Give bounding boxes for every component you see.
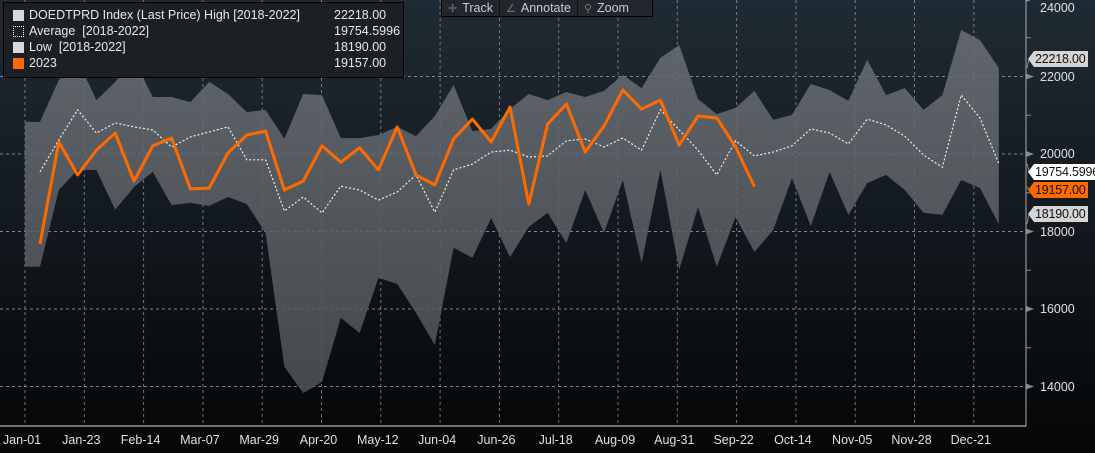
x-tick-label: Feb-14 [120,433,161,447]
high-value-badge: 22218.00 [1028,51,1088,67]
magnifier-icon: ⚲ [583,2,592,15]
legend-swatch [13,41,24,53]
legend-value-average: 19754.5996 [334,24,401,38]
legend-item-high[interactable]: DOEDTPRD Index (Last Price) High [2018-2… [13,7,300,23]
x-tick-label: Jan-01 [2,433,42,447]
legend-swatch [13,57,24,69]
chart-toolbar: ✛ Track ∠ Annotate ⚲ Zoom [441,0,653,17]
y-tick-label: 16000 [1040,302,1075,316]
low-value-badge: 18190.00 [1028,206,1088,222]
y-tick-mark [1026,306,1034,312]
x-tick-label: Jan-23 [62,433,101,447]
track-button[interactable]: ✛ Track [442,0,501,16]
x-tick-label: Aug-09 [594,433,636,447]
annotate-button[interactable]: ∠ Annotate [500,0,578,16]
y-tick-label: 20000 [1040,147,1075,161]
legend-item-average[interactable]: Average [2018-2022] [13,23,149,39]
y-tick-label: 18000 [1040,224,1075,239]
series-2023-line [38,88,756,245]
y-tick-label: 14000 [1040,379,1075,394]
y-tick-mark [1026,73,1034,80]
x-tick-label: Jun-26 [477,433,516,447]
x-tick-label: May-12 [356,433,399,447]
x-tick-label: Sep-22 [713,433,754,447]
pencil-icon: ∠ [506,2,516,15]
x-tick-label: Jun-04 [417,433,457,447]
zoom-button[interactable]: ⚲ Zoom [583,1,629,15]
x-tick-label: Nov-05 [832,433,873,447]
x-tick-label: Jul-18 [538,433,573,447]
legend-item-2023[interactable]: 2023 [13,55,57,71]
x-tick-label: Apr-20 [299,433,338,447]
legend-swatch [13,9,24,21]
y-tick-mark [1026,151,1034,157]
chart-legend: DOEDTPRD Index (Last Price) High [2018-2… [3,2,404,78]
legend-value-2023: 19157.00 [334,56,387,70]
crosshair-icon: ✛ [448,2,458,15]
x-tick-label: Mar-29 [239,433,279,447]
x-tick-label: Oct-14 [774,433,812,447]
legend-swatch [13,25,24,37]
y-tick-label: 24000 [1040,1,1075,15]
legend-item-low[interactable]: Low [2018-2022] [13,39,126,55]
y-tick-mark [1026,0,1032,2]
x-tick-label: Mar-07 [180,433,220,447]
current-value-badge: 19157.00 [1028,182,1088,198]
high-low-band [25,30,999,394]
average-value-badge: 19754.5996 [1027,164,1095,180]
y-tick-mark [1026,383,1034,390]
legend-value-high: 22218.00 [334,8,387,22]
x-tick-label: Dec-21 [950,433,991,447]
legend-value-low: 18190.00 [334,40,387,54]
y-tick-label: 22000 [1040,69,1075,84]
x-tick-label: Nov-28 [891,433,932,447]
y-tick-mark [1026,228,1034,235]
x-tick-label: Aug-31 [654,433,695,447]
